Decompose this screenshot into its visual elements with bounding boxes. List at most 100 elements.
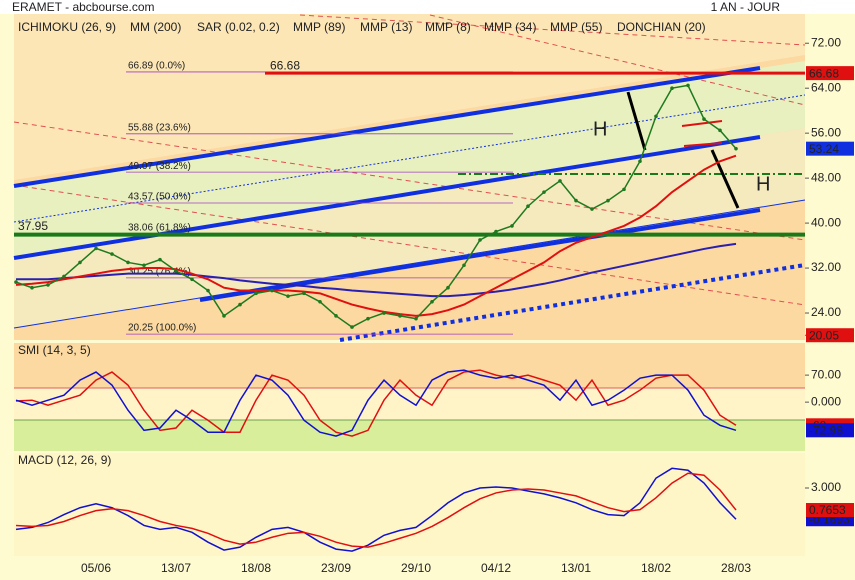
data-line [15,467,737,552]
price-point [142,263,146,268]
price-point [686,83,690,88]
x-tick-label: 05/06 [81,561,111,575]
price-point [366,316,370,321]
level-label: 37.95 [18,219,48,233]
price-point [318,299,322,304]
price-point [414,316,418,321]
channel-line [13,94,806,223]
price-point [334,314,338,318]
x-tick-label: 13/07 [161,561,191,575]
data-line [15,154,737,317]
price-point [270,288,274,293]
price-point [62,274,66,279]
period-label: 1 AN - JOUR [711,0,781,14]
smi-low-zone [14,420,805,451]
x-tick-label: 29/10 [401,561,431,575]
price-point [158,257,162,262]
y-tick-label: 56.00 [811,125,841,139]
price-point [606,198,610,203]
data-line [15,369,737,437]
drawn-line [683,142,723,147]
value-box-label: 20.05 [809,328,839,342]
panel-title: SMI (14, 3, 5) [18,343,91,357]
y-tick-label: 40.00 [811,215,841,229]
upper-zone [14,14,805,180]
annotation: H [593,118,607,140]
price-point [94,246,98,251]
y-tick-label: 0.000 [811,394,841,408]
price-point [78,260,82,265]
price-point [446,285,450,290]
price-point [350,325,354,329]
value-box [806,503,854,518]
price-point [398,314,402,318]
price-point [654,114,658,119]
data-line [15,84,737,328]
channel-line [339,263,806,342]
y-tick-label: 3.000 [811,480,841,494]
drawn-line [710,149,740,209]
price-point [254,291,258,296]
value-box-label: 66.68 [809,66,839,80]
legend-entry: MMP (13) [360,20,412,34]
price-point [510,224,514,228]
price-point [286,294,290,298]
price-point [590,207,594,211]
price-point [718,128,722,133]
price-point [206,288,210,293]
drawn-line [681,120,723,127]
price-point [126,260,130,265]
legend-entry: MMP (55) [550,20,602,34]
value-box [806,423,854,438]
price-point [238,302,242,307]
data-line [16,242,737,298]
price-point [670,86,674,90]
legend-entry: MMP (8) [425,20,471,34]
price-point [638,159,642,164]
trend-line [13,121,806,241]
legend-entry: DONCHIAN (20) [617,20,706,34]
price-point [622,187,626,192]
y-tick-label: 32.00 [811,260,841,274]
y-tick-label: 48.00 [811,170,841,184]
price-point [574,198,578,203]
legend-entry: SAR (0.02, 0.2) [197,20,280,34]
price-point [430,299,434,304]
y-tick-label: 70.00 [811,367,841,381]
fib-label: 49.07 (38.2%) [128,161,191,172]
fib-label: 30.25 (76.4%) [128,267,191,278]
legend-entry: ICHIMOKU (26, 9) [18,20,116,34]
y-tick-label: 64.00 [811,80,841,94]
x-tick-label: 18/02 [641,561,671,575]
channel-line [13,135,761,260]
x-tick-label: 18/08 [241,561,271,575]
price-point [734,146,738,151]
price-point [190,277,194,282]
price-point [382,311,386,315]
legend-entry: MMP (89) [293,20,345,34]
price-point [222,314,226,318]
fib-label: 66.89 (0.0%) [128,61,185,72]
page-title: ERAMET - abcbourse.com [12,0,155,14]
data-line [15,472,737,548]
drawn-line [626,91,647,151]
fib-label: 38.06 (61.8%) [128,223,191,234]
price-point [110,252,114,256]
price-point [558,179,562,183]
value-box-label: -72.98 [809,423,843,437]
macd-panel [14,453,805,556]
channel-line [13,199,806,329]
smi-mid-zone [14,388,805,420]
price-point [462,263,466,268]
price-point [30,285,34,290]
fib-label: 55.88 (23.6%) [128,122,191,133]
price-point [478,238,482,242]
trend-line [299,14,806,46]
price-point [302,291,306,296]
legend-entry: MM (200) [130,20,181,34]
price-point [702,117,706,121]
value-box [806,328,854,343]
price-point [46,283,50,287]
annotation: H [756,173,770,195]
